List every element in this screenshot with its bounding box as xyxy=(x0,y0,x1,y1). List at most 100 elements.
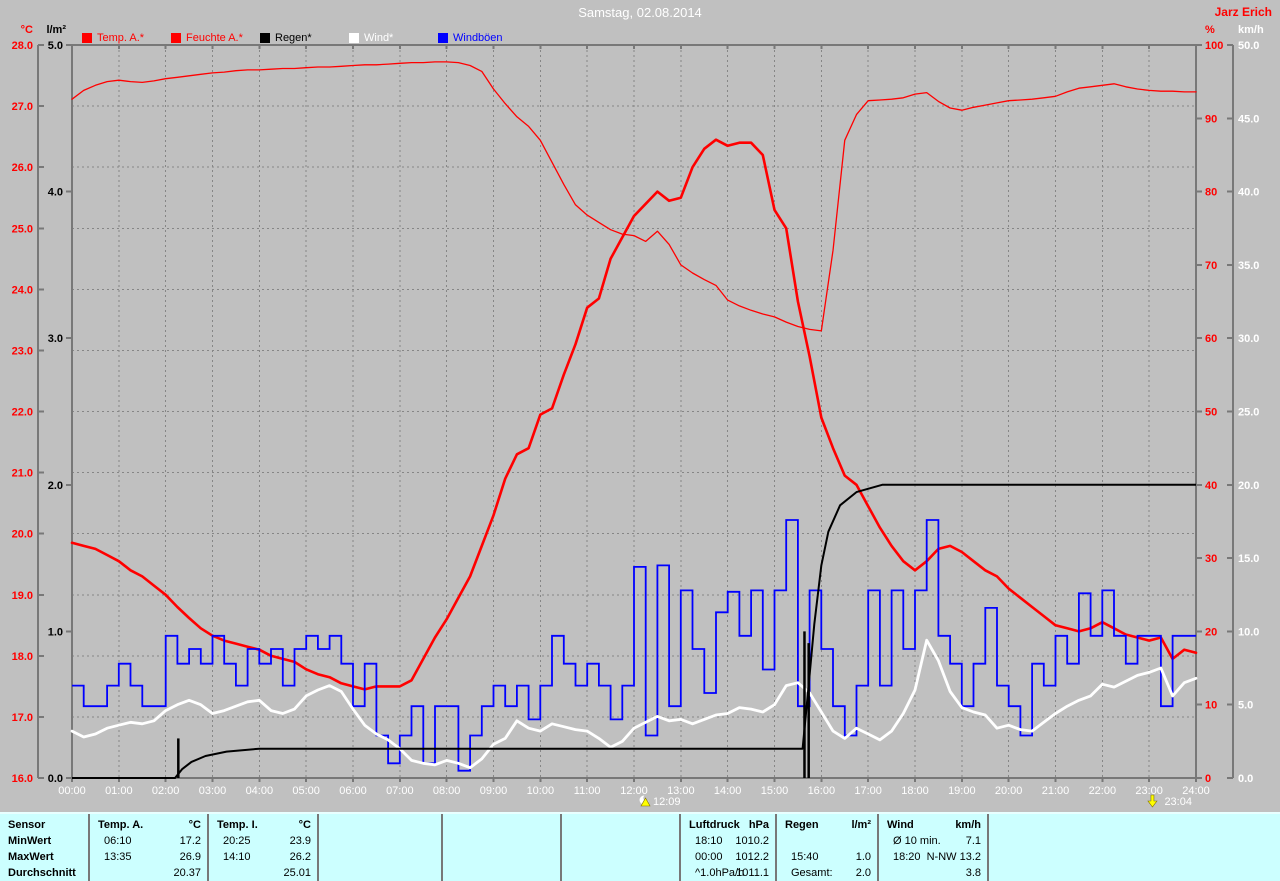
station-name: Jarz Erich xyxy=(1214,5,1272,19)
table-group: Luftdruck hPa 18:10 1010.2 00:00 1012.2 ^1.0hP… xyxy=(679,814,777,881)
tick-label: 70 xyxy=(1205,260,1217,272)
table-cell-value: 7.1 xyxy=(965,835,981,847)
table-row-label: Durchschnitt xyxy=(8,867,76,879)
series-windboeen xyxy=(72,519,1196,772)
table-group xyxy=(317,814,443,881)
table-col-unit: km/h xyxy=(955,819,981,831)
tick-label: 4.0 xyxy=(48,187,63,199)
x-tick-label: 22:00 xyxy=(1089,785,1117,797)
table-cell-time: Gesamt: xyxy=(791,867,833,879)
table-col-header: Wind xyxy=(887,819,914,831)
x-tick-label: 23:00 xyxy=(1135,785,1163,797)
legend-label: Feuchte A.* xyxy=(186,31,243,44)
page-title: Samstag, 02.08.2014 xyxy=(578,5,702,20)
table-cell-time: 20:25 xyxy=(223,835,251,847)
tick-label: 40.0 xyxy=(1238,187,1259,199)
series-regen-cumulative xyxy=(72,483,1196,779)
legend-swatch-icon xyxy=(349,32,359,43)
table-cell-time: 06:10 xyxy=(104,835,132,847)
marker-time-label: 12:09 xyxy=(653,796,681,808)
x-tick-label: 18:00 xyxy=(901,785,929,797)
x-tick-label: 01:00 xyxy=(105,785,133,797)
table-cell-value: 1012.2 xyxy=(735,851,769,863)
arrow-down-icon xyxy=(1147,794,1158,808)
table-cell-time: Ø 10 min. xyxy=(893,835,941,847)
table-col-unit: hPa xyxy=(748,819,769,831)
axis-unit-label: l/m² xyxy=(46,24,66,36)
x-tick-label: 03:00 xyxy=(199,785,227,797)
axis-unit-label: km/h xyxy=(1238,24,1264,36)
table-cell-value: 2.0 xyxy=(855,867,871,879)
x-tick-label: 06:00 xyxy=(339,785,367,797)
stats-table: Sensor MinWert MaxWert Durchschnitt Temp. A.… xyxy=(0,812,1280,881)
table-cell-time: 00:00 xyxy=(695,851,723,863)
x-tick-label: 15:00 xyxy=(761,785,789,797)
table-cell-time: 14:10 xyxy=(223,851,251,863)
table-cell-value: 25.01 xyxy=(283,867,311,879)
table-cell-value: 1011.1 xyxy=(736,867,769,879)
legend-swatch-icon xyxy=(260,32,270,43)
tick-label: 25.0 xyxy=(12,223,33,235)
table-cell-value: 26.9 xyxy=(179,851,201,863)
tick-label: 40 xyxy=(1205,480,1217,492)
tick-label: 19.0 xyxy=(12,590,33,602)
legend-label: Wind* xyxy=(364,31,394,44)
x-tick-label: 08:00 xyxy=(433,785,461,797)
table-col-unit: °C xyxy=(298,819,311,831)
x-tick-label: 04:00 xyxy=(246,785,274,797)
table-col-header: Luftdruck xyxy=(689,819,740,831)
x-tick-label: 00:00 xyxy=(58,785,86,797)
tick-label: 24.0 xyxy=(12,284,33,296)
legend-item: Wind* xyxy=(349,31,393,44)
table-cell-value: 1010.2 xyxy=(735,835,769,847)
legend-label: Regen* xyxy=(275,31,312,44)
y-axis-temp_c: °C 28.0 27.0 26.0 25.0 24.0 23.0 22.0 21.0 20.0 19… xyxy=(12,24,44,785)
x-tick-label: 14:00 xyxy=(714,785,742,797)
x-axis: 00:00 01:00 02:00 03:00 04:00 05:00 06:00 07:00… xyxy=(58,45,1210,797)
legend-label: Windböen xyxy=(453,31,503,44)
table-cell-time: 18:10 xyxy=(695,835,723,847)
table-cell-value: 1.0 xyxy=(855,851,871,863)
table-cell-time: 18:20 xyxy=(893,851,921,863)
table-group: Temp. I. °C 20:25 23.9 14:10 26.2 25.01 xyxy=(207,814,319,881)
axis-unit-label: °C xyxy=(21,24,33,36)
series-feuchtea xyxy=(71,61,1197,332)
tick-label: 10.0 xyxy=(1238,626,1259,638)
legend-item: Windböen xyxy=(438,31,503,44)
table-col-header: Temp. A. xyxy=(98,819,144,831)
table-row-label: Sensor xyxy=(8,819,46,831)
time-marker: 23:04 xyxy=(1147,794,1192,808)
table-cell-time: 13:35 xyxy=(104,851,132,863)
tick-label: 30.0 xyxy=(1238,333,1259,345)
tick-label: 25.0 xyxy=(1238,407,1259,419)
table-col-unit: l/m² xyxy=(851,819,871,831)
tick-label: 15.0 xyxy=(1238,553,1259,565)
x-tick-label: 05:00 xyxy=(292,785,320,797)
table-group xyxy=(441,814,562,881)
tick-label: 28.0 xyxy=(12,40,33,52)
x-tick-label: 17:00 xyxy=(854,785,882,797)
time-marker: 12:09 xyxy=(639,794,681,808)
legend-item: Feuchte A.* xyxy=(171,31,243,44)
table-cell-value: 20.37 xyxy=(173,867,201,879)
axis-unit-label: % xyxy=(1205,24,1215,36)
tick-label: 0.0 xyxy=(1238,773,1253,785)
table-row-label: MaxWert xyxy=(8,851,54,863)
sun-triangle-icon xyxy=(640,797,651,807)
tick-label: 20.0 xyxy=(1238,480,1259,492)
table-cell-value: 23.9 xyxy=(289,835,311,847)
tick-label: 50.0 xyxy=(1238,40,1259,52)
series-wind xyxy=(70,638,1198,770)
x-tick-label: 07:00 xyxy=(386,785,414,797)
tick-label: 90 xyxy=(1205,113,1217,125)
chart-plot: °C 28.0 27.0 26.0 25.0 24.0 23.0 22.0 21.0 20.0 19… xyxy=(12,24,1264,808)
legend-swatch-icon xyxy=(82,32,92,43)
y-axis-rain_lm2: l/m² 5.0 4.0 3.0 2.0 1.0 0.0 xyxy=(46,24,72,785)
marker-time-label: 23:04 xyxy=(1164,796,1192,808)
tick-label: 20 xyxy=(1205,626,1217,638)
x-tick-label: 12:00 xyxy=(620,785,648,797)
table-col-header: Temp. I. xyxy=(217,819,258,831)
tick-label: 5.0 xyxy=(1238,700,1253,712)
table-row-labels: Sensor MinWert MaxWert Durchschnitt xyxy=(0,814,88,881)
